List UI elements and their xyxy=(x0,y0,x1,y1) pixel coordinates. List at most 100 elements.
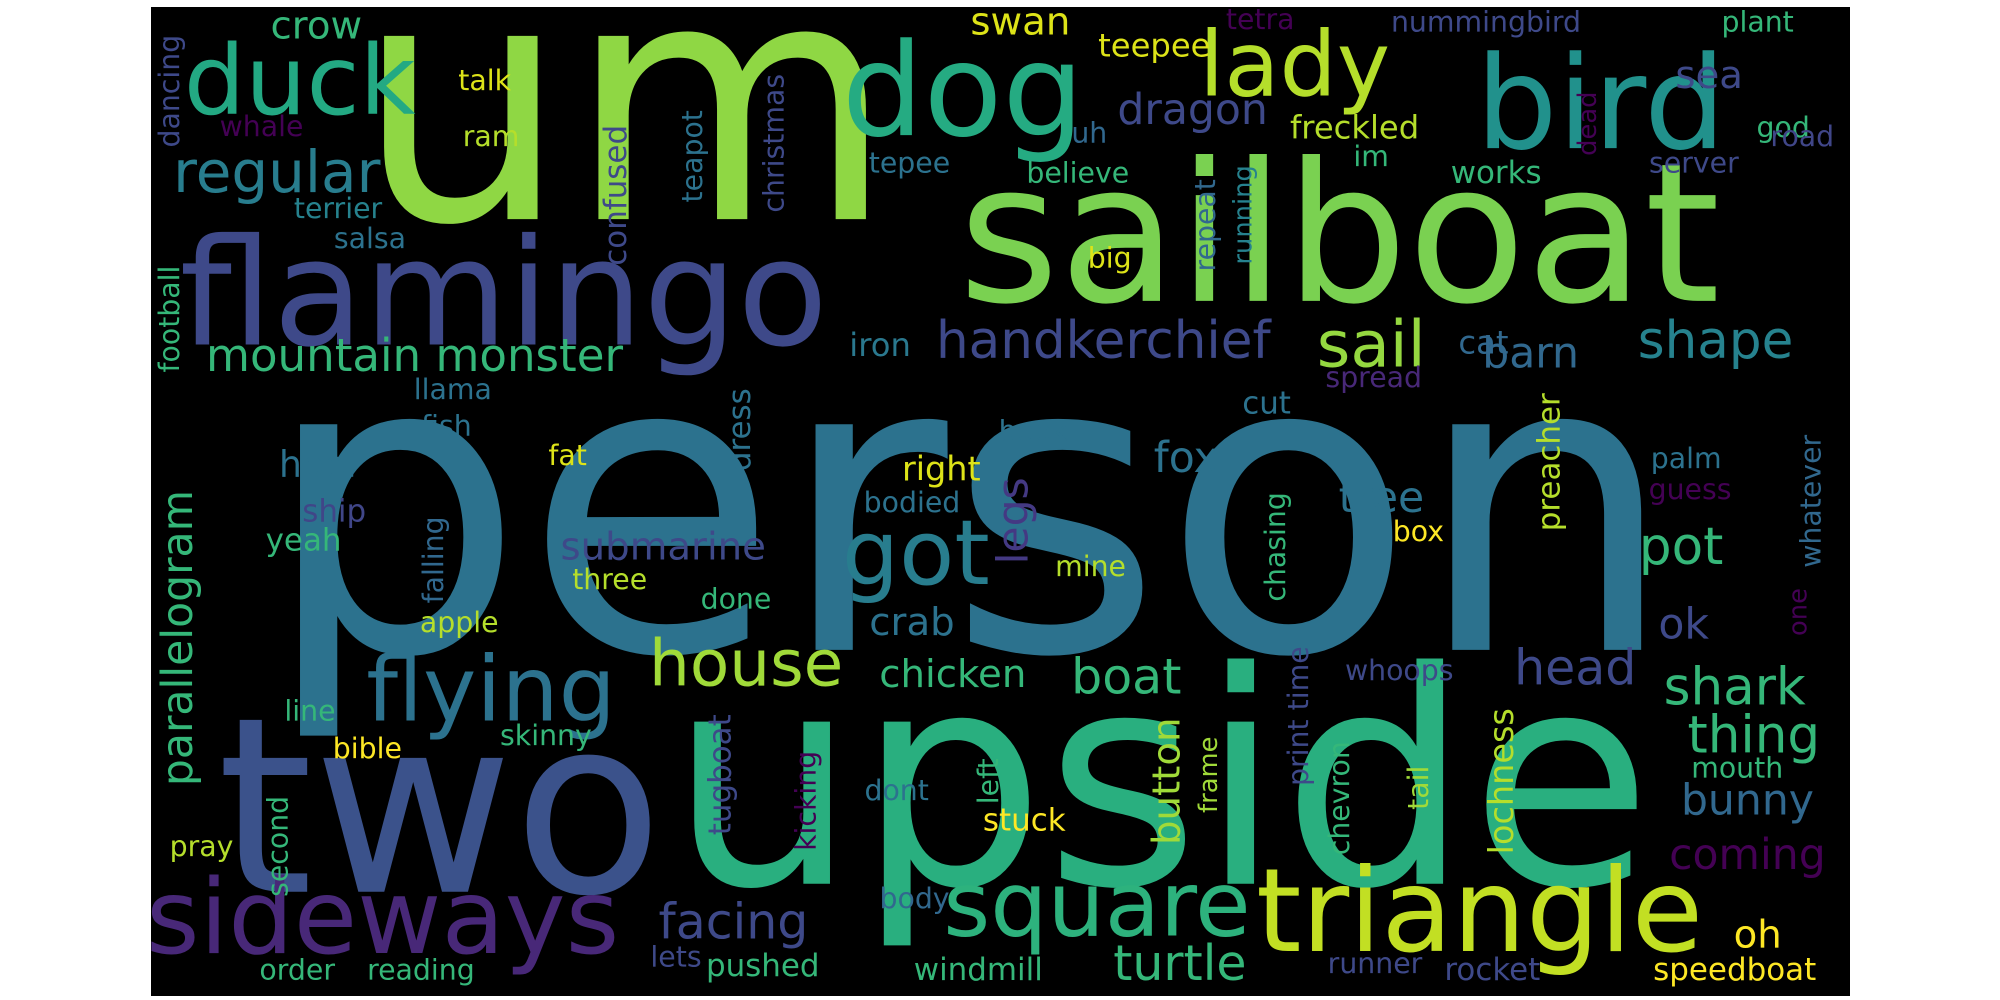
word: sea xyxy=(1675,53,1743,98)
word: nummingbird xyxy=(1391,6,1581,39)
word: yeah xyxy=(266,522,342,558)
word: fish xyxy=(421,409,472,442)
word: believe xyxy=(1026,157,1129,190)
word: person xyxy=(263,268,1677,748)
word: handkerchief xyxy=(936,311,1272,371)
word: pushed xyxy=(706,948,820,984)
word: whale xyxy=(220,110,304,143)
word: turtle xyxy=(1113,935,1246,992)
word: kicking xyxy=(790,751,823,851)
word: running xyxy=(1229,165,1259,264)
word: iron xyxy=(849,326,911,364)
word: teepee xyxy=(1098,27,1210,65)
word: christmas xyxy=(758,74,791,213)
word: frame xyxy=(1194,737,1224,813)
word: regular xyxy=(173,138,380,206)
word: dont xyxy=(864,774,928,807)
word: flying xyxy=(366,638,616,743)
word: talk xyxy=(458,64,511,97)
word: oh xyxy=(1734,912,1782,957)
word: tree xyxy=(1339,474,1425,523)
word: llama xyxy=(414,373,492,406)
word: lady xyxy=(1199,13,1390,118)
word: fat xyxy=(548,439,586,472)
word: one xyxy=(1783,588,1813,636)
word: order xyxy=(259,954,335,987)
word: apple xyxy=(420,606,499,639)
word: terrier xyxy=(294,192,383,225)
word: dress xyxy=(722,388,758,471)
word: freckled xyxy=(1290,109,1419,147)
word: teapot xyxy=(676,110,709,202)
word: mouth xyxy=(1691,752,1783,785)
word: house xyxy=(649,627,843,702)
word: shark xyxy=(1664,658,1806,718)
word: done xyxy=(701,582,772,615)
word: duck xyxy=(184,24,416,137)
word: chasing xyxy=(1259,492,1292,602)
word: repeat xyxy=(1189,179,1222,271)
word: two xyxy=(217,665,663,950)
word: palm xyxy=(1651,442,1722,475)
word: three xyxy=(572,563,647,596)
word: button xyxy=(1145,717,1190,845)
word: speedboat xyxy=(1653,952,1816,988)
word: ok xyxy=(1658,601,1709,650)
word: print time xyxy=(1282,646,1315,786)
word: cut xyxy=(1242,386,1291,422)
word: runner xyxy=(1328,947,1423,980)
word: football xyxy=(153,266,186,373)
word: body xyxy=(879,882,949,915)
word: line xyxy=(284,694,335,727)
word: cat xyxy=(1458,323,1508,361)
word: sail xyxy=(1317,308,1426,383)
word: reading xyxy=(367,954,475,987)
word: tugboat xyxy=(703,714,739,835)
word: sideways xyxy=(146,858,619,978)
word: tetra xyxy=(1226,3,1295,36)
word: um xyxy=(356,0,895,299)
word: coming xyxy=(1669,831,1826,880)
word: dragon xyxy=(1117,86,1267,135)
word: parallelogram xyxy=(154,490,203,786)
word: submarine xyxy=(561,524,766,569)
word: pot xyxy=(1639,517,1723,577)
word: works xyxy=(1451,155,1542,191)
word: big xyxy=(1088,241,1132,274)
word: salsa xyxy=(334,222,406,255)
word: uh xyxy=(1071,116,1107,149)
word: bunny xyxy=(1681,776,1814,825)
word: pray xyxy=(170,830,234,863)
word: second xyxy=(262,796,295,897)
word: lets xyxy=(650,941,701,974)
word: swan xyxy=(970,0,1070,45)
word: confused xyxy=(598,125,634,266)
word: skinny xyxy=(500,719,592,752)
word: bird xyxy=(1476,29,1726,179)
word: barn xyxy=(1482,330,1579,379)
word: whoops xyxy=(1345,654,1454,687)
word: lochness xyxy=(1482,708,1521,854)
word: book xyxy=(999,414,1069,447)
word: dancing xyxy=(153,35,186,148)
word: ram xyxy=(463,120,520,153)
word: facing xyxy=(658,893,808,950)
word: road xyxy=(1770,120,1834,153)
word: dog xyxy=(842,16,1084,166)
word: crow xyxy=(271,4,363,49)
word: spread xyxy=(1325,361,1422,394)
word: plant xyxy=(1721,6,1793,39)
word: chevron xyxy=(1323,741,1356,855)
word: falling xyxy=(417,516,450,603)
word: im xyxy=(1353,140,1389,173)
word: rocket xyxy=(1444,952,1540,988)
word: legs xyxy=(990,477,1039,564)
word: god xyxy=(1756,111,1809,144)
word: chicken xyxy=(879,652,1026,697)
word: boat xyxy=(1071,649,1181,706)
word: dead xyxy=(1573,92,1603,156)
word: square xyxy=(943,852,1250,957)
